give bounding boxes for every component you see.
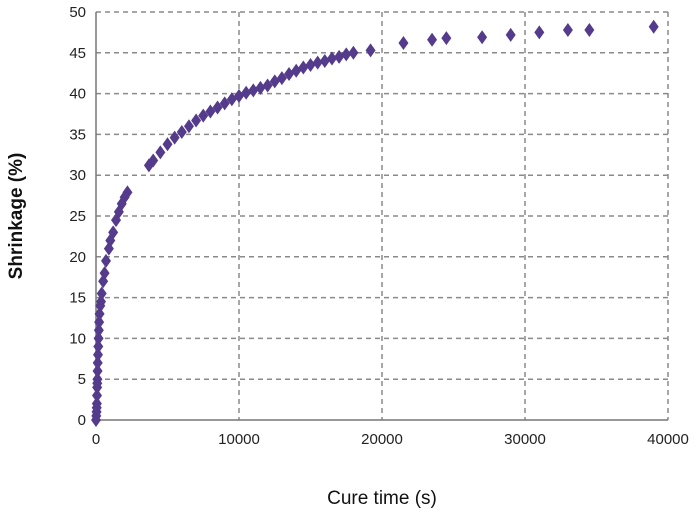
y-tick-label: 50 [69,4,86,21]
data-point [96,294,107,309]
data-point [334,49,345,64]
data-point [99,266,110,281]
y-tick-label: 35 [69,126,86,143]
data-point [298,60,309,75]
data-point [326,51,337,66]
data-point [93,347,104,362]
y-tick-label: 20 [69,249,86,266]
data-point [94,315,105,330]
data-point [477,30,488,45]
data-point [176,124,187,139]
data-point [162,137,173,152]
data-point [91,396,102,411]
x-tick-label: 40000 [647,431,689,448]
data-point [108,225,119,240]
y-tick-label: 45 [69,45,86,62]
data-point [219,96,230,111]
y-tick-label: 40 [69,86,86,103]
data-point [255,80,266,95]
x-tick-label: 0 [92,431,100,448]
data-point [648,19,659,34]
data-point [212,100,223,115]
data-point [398,36,409,51]
data-point [241,85,252,100]
data-point [96,286,107,301]
data-point [319,53,330,68]
data-point [248,83,259,98]
data-point [505,27,516,42]
data-point [93,339,104,354]
data-point [183,119,194,134]
data-point [92,364,103,379]
data-point [198,108,209,123]
data-point [119,190,130,205]
data-point [365,43,376,58]
data-point [262,78,273,93]
data-point [562,22,573,37]
gridlines [96,11,669,420]
y-tick-label: 15 [69,290,86,307]
data-point [169,130,180,145]
data-point [155,145,166,160]
data-point [341,47,352,62]
data-point [92,355,103,370]
y-tick-label: 5 [78,371,86,388]
data-point [348,45,359,60]
x-tick-label: 30000 [504,431,546,448]
data-point [94,306,105,321]
data-point [122,185,133,200]
x-axis-label: Cure time (s) [327,488,437,509]
data-point [276,71,287,86]
x-tick-labels: 0 10000 20000 30000 40000 [92,431,689,448]
data-point [205,104,216,119]
data-point [584,22,595,37]
data-point [101,253,112,268]
data-point [427,32,438,47]
data-point [441,31,452,46]
data-point [92,388,103,403]
data-point [312,55,323,70]
y-tick-label: 30 [69,167,86,184]
data-point [92,372,103,387]
data-point [305,58,316,73]
x-tick-label: 10000 [218,431,260,448]
data-point [93,331,104,346]
y-tick-labels: 0 5 10 15 20 25 30 35 40 45 50 [69,4,86,429]
y-axis-label: Shrinkage (%) [6,153,27,280]
data-point [534,25,545,40]
data-point [93,323,104,338]
data-point [191,113,202,128]
x-tick-label: 20000 [361,431,403,448]
data-point [148,153,159,168]
y-tick-label: 10 [69,330,86,347]
y-tick-label: 25 [69,208,86,225]
data-points [91,19,659,427]
y-tick-label: 0 [78,412,86,429]
